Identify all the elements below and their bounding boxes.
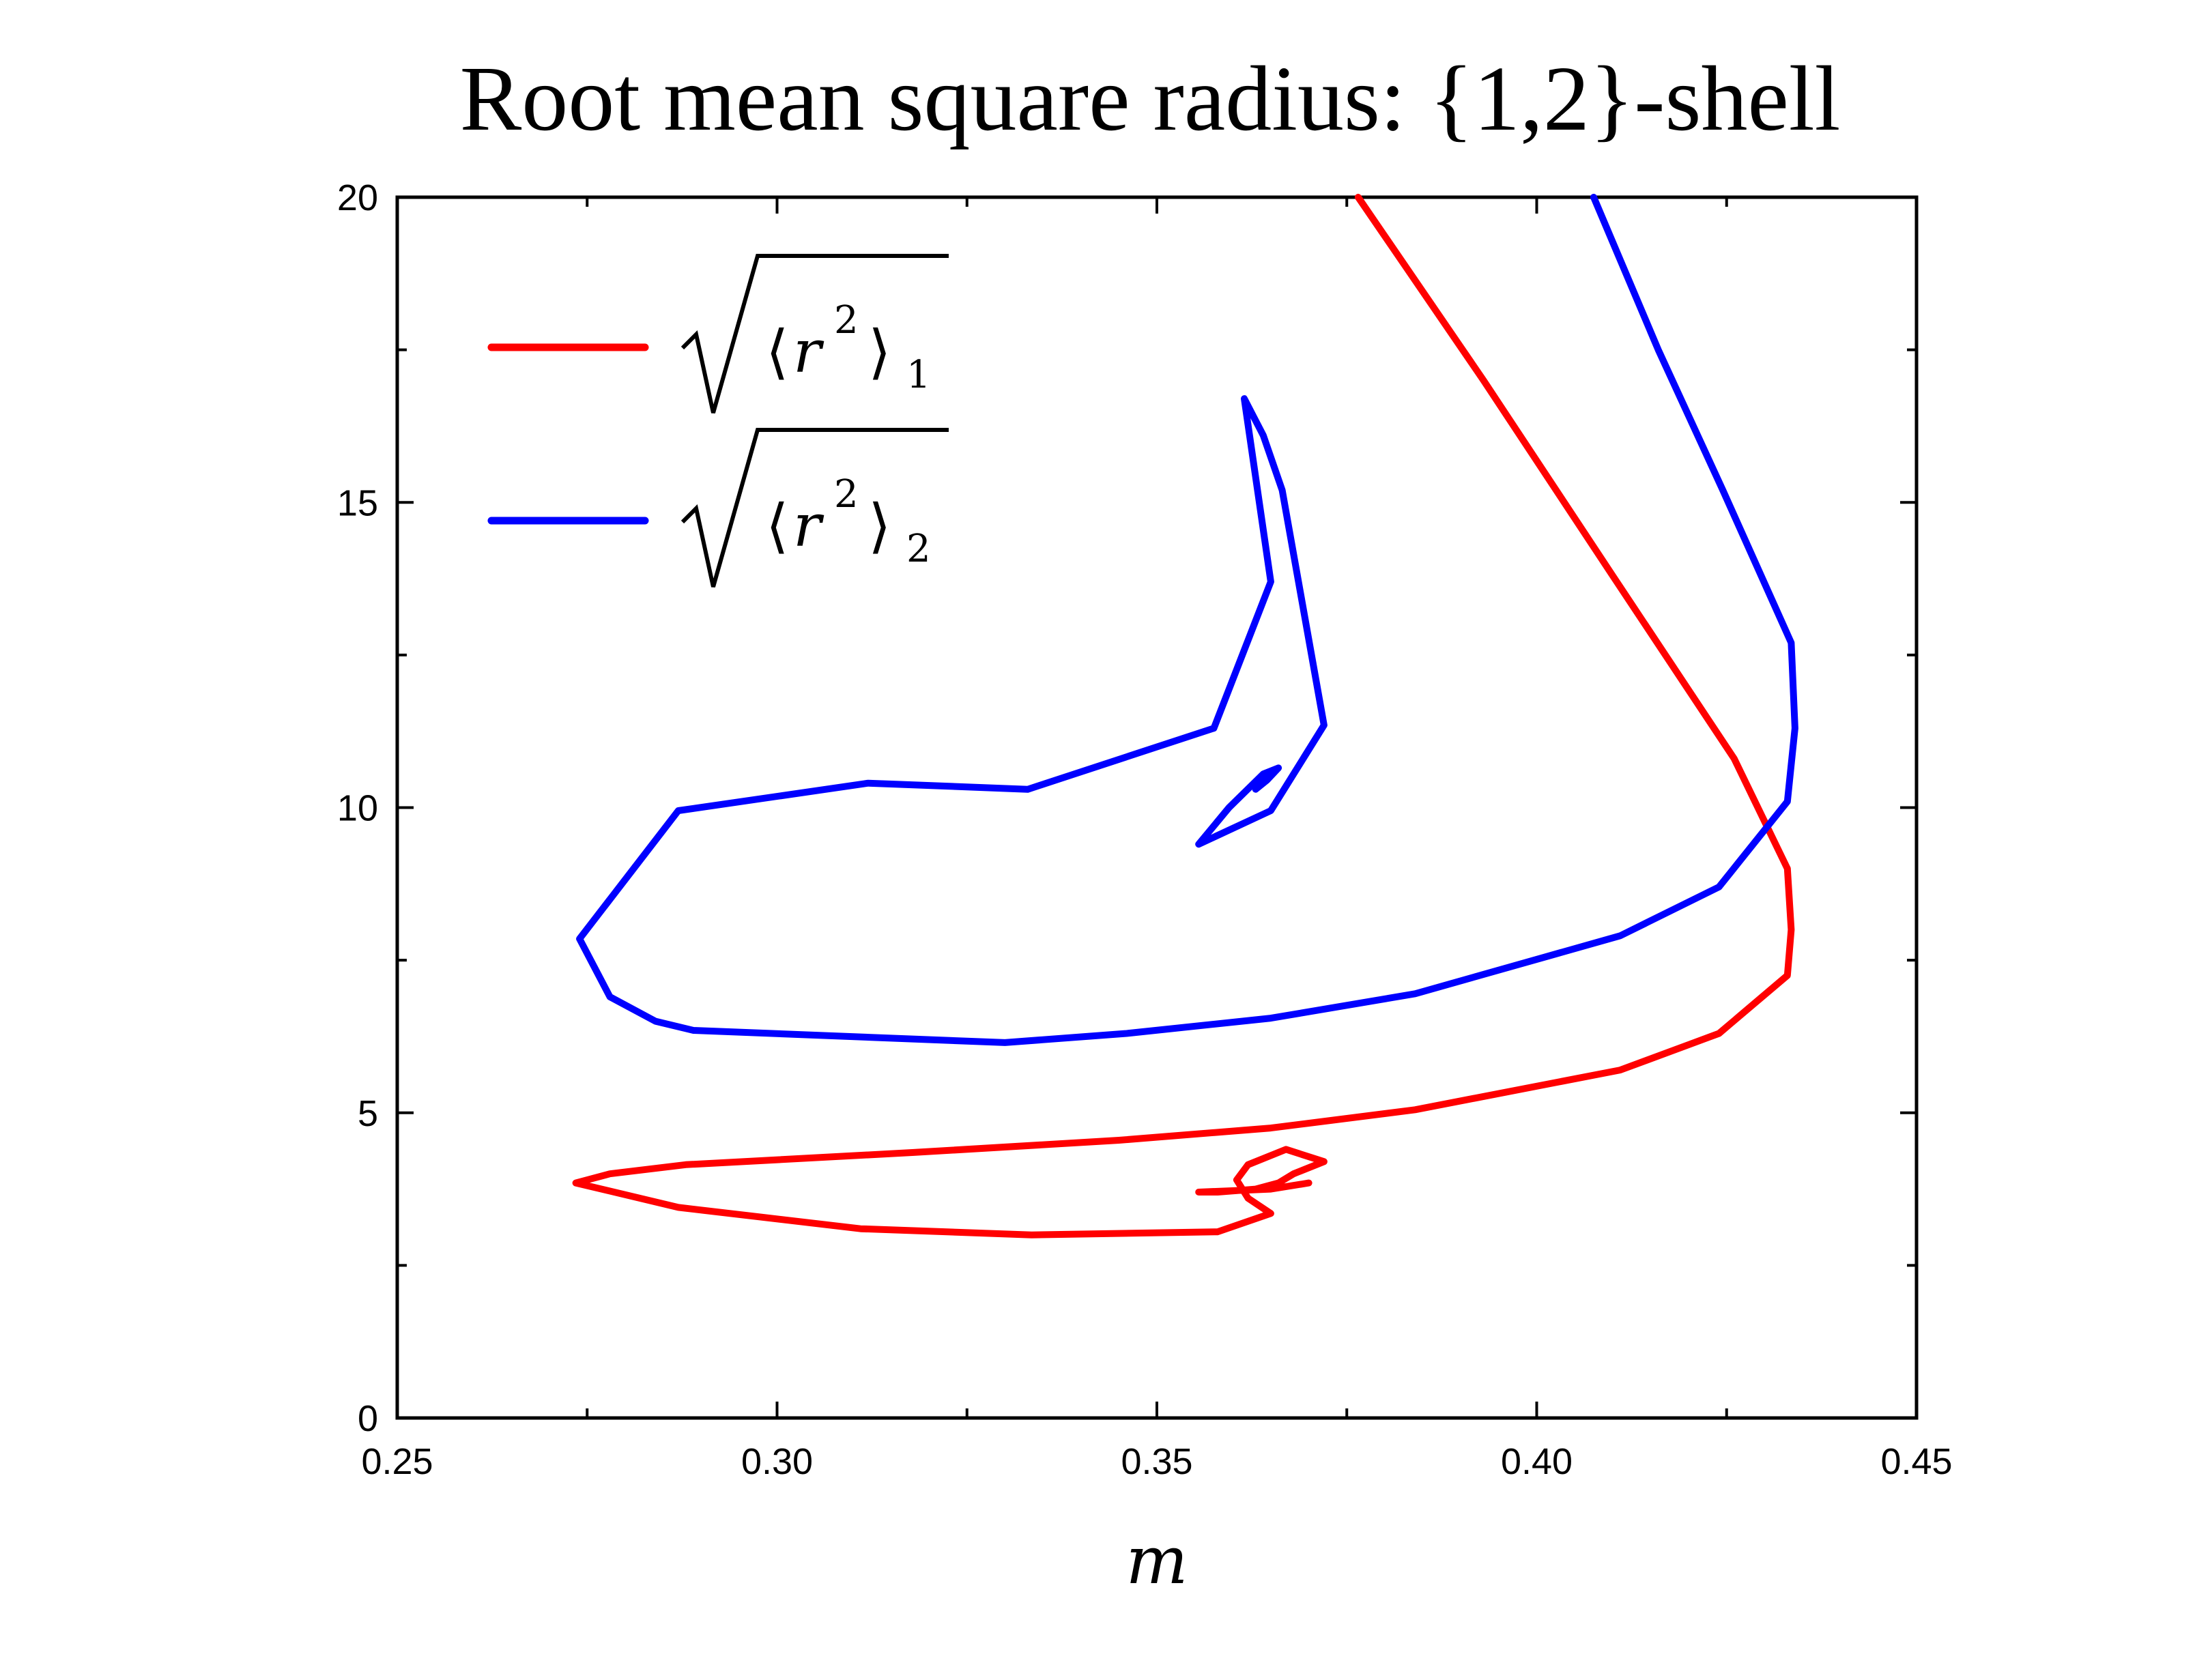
chart-title: Root mean square radius: {1,2}-shell bbox=[460, 48, 1841, 150]
x-axis-label: m bbox=[1125, 1522, 1188, 1599]
legend-sup-r1: 2 bbox=[834, 298, 859, 343]
legend-bracket-open: ⟨ bbox=[766, 318, 789, 386]
x-tick-label: 0.40 bbox=[1501, 1441, 1573, 1482]
x-tick-label: 0.30 bbox=[741, 1441, 813, 1482]
series-line-r1 bbox=[572, 194, 1795, 1239]
sqrt-radical-icon bbox=[680, 254, 949, 414]
y-tick-label: 0 bbox=[358, 1398, 378, 1439]
y-tick-label: 5 bbox=[358, 1093, 378, 1134]
axis-ticks bbox=[396, 196, 1918, 1419]
sqrt-radical-icon bbox=[680, 428, 949, 588]
plot-lines bbox=[572, 194, 1798, 1239]
y-tick-label: 20 bbox=[337, 177, 378, 218]
legend-symbol-r2: r bbox=[793, 492, 824, 560]
series-line-r2 bbox=[576, 194, 1798, 1046]
x-tick-label: 0.45 bbox=[1880, 1441, 1952, 1482]
tick-labels: 0.25 0.30 0.35 0.40 0.45 0 5 10 15 20 bbox=[337, 177, 1953, 1482]
legend-entry-r1: ⟨ r 2 ⟩ 1 bbox=[487, 254, 949, 414]
y-tick-label: 10 bbox=[337, 788, 378, 829]
legend-bracket-open: ⟨ bbox=[766, 492, 789, 560]
legend: ⟨ r 2 ⟩ 1 ⟨ r 2 ⟩ 2 bbox=[487, 254, 949, 588]
legend-sup-r2: 2 bbox=[834, 472, 859, 517]
legend-bracket-close: ⟩ bbox=[868, 492, 891, 560]
legend-entry-r2: ⟨ r 2 ⟩ 2 bbox=[487, 428, 949, 588]
legend-symbol-r1: r bbox=[793, 318, 824, 386]
x-tick-label: 0.35 bbox=[1121, 1441, 1192, 1482]
y-tick-label: 15 bbox=[337, 482, 378, 523]
legend-sub-r2: 2 bbox=[906, 527, 931, 571]
x-tick-label: 0.25 bbox=[361, 1441, 433, 1482]
legend-bracket-close: ⟩ bbox=[868, 318, 891, 386]
legend-sub-r1: 1 bbox=[906, 353, 931, 397]
